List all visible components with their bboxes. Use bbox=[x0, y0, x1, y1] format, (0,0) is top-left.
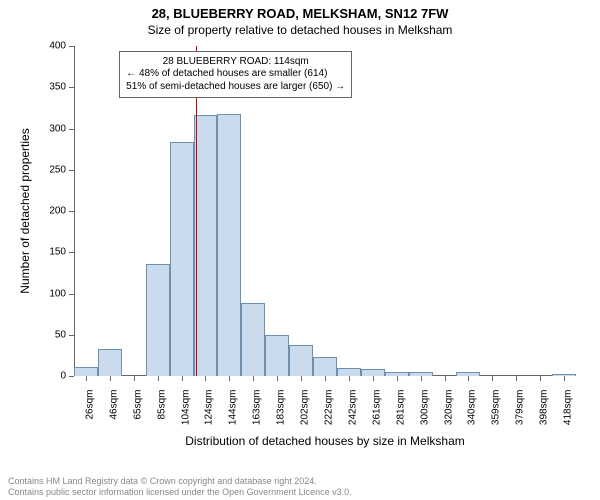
histogram-bar bbox=[313, 357, 337, 376]
x-tick bbox=[397, 376, 398, 381]
x-tick-label: 340sqm bbox=[467, 390, 478, 450]
annotation-box: 28 BLUEBERRY ROAD: 114sqm← 48% of detach… bbox=[119, 51, 352, 99]
footer-line: Contains HM Land Registry data © Crown c… bbox=[8, 476, 600, 487]
y-tick bbox=[69, 129, 74, 130]
x-tick bbox=[205, 376, 206, 381]
annotation-line: 28 BLUEBERRY ROAD: 114sqm bbox=[126, 56, 345, 69]
x-tick-label: 46sqm bbox=[108, 390, 119, 450]
x-tick bbox=[492, 376, 493, 381]
x-tick-label: 85sqm bbox=[156, 390, 167, 450]
chart-container: 28, BLUEBERRY ROAD, MELKSHAM, SN12 7FW S… bbox=[0, 0, 600, 500]
x-tick bbox=[253, 376, 254, 381]
chart-title: 28, BLUEBERRY ROAD, MELKSHAM, SN12 7FW bbox=[0, 0, 600, 21]
y-tick-label: 50 bbox=[26, 329, 66, 340]
histogram-bar bbox=[74, 367, 98, 376]
x-tick-label: 26sqm bbox=[84, 390, 95, 450]
y-tick bbox=[69, 46, 74, 47]
y-tick bbox=[69, 335, 74, 336]
histogram-bar bbox=[98, 349, 122, 376]
x-tick-label: 379sqm bbox=[515, 390, 526, 450]
y-tick-label: 0 bbox=[26, 371, 66, 382]
x-tick bbox=[229, 376, 230, 381]
histogram-bar bbox=[265, 335, 289, 376]
histogram-bar bbox=[170, 142, 194, 376]
footer-line: Contains public sector information licen… bbox=[8, 487, 600, 498]
y-axis bbox=[74, 46, 75, 376]
histogram-bar bbox=[217, 114, 241, 376]
histogram-bar bbox=[194, 115, 218, 376]
x-tick-label: 65sqm bbox=[132, 390, 143, 450]
y-tick-label: 100 bbox=[26, 288, 66, 299]
x-tick-label: 398sqm bbox=[539, 390, 550, 450]
x-tick bbox=[301, 376, 302, 381]
x-tick bbox=[445, 376, 446, 381]
histogram-bar bbox=[361, 369, 385, 376]
y-tick bbox=[69, 170, 74, 171]
histogram-bar bbox=[337, 368, 361, 376]
y-tick-label: 350 bbox=[26, 82, 66, 93]
y-tick-label: 250 bbox=[26, 164, 66, 175]
histogram-bar bbox=[146, 264, 170, 376]
x-tick bbox=[421, 376, 422, 381]
plot-area: 05010015020025030035040026sqm46sqm65sqm8… bbox=[74, 46, 576, 376]
x-axis-title: Distribution of detached houses by size … bbox=[185, 434, 464, 448]
x-tick bbox=[468, 376, 469, 381]
y-tick-label: 150 bbox=[26, 247, 66, 258]
x-tick bbox=[540, 376, 541, 381]
footer-attribution: Contains HM Land Registry data © Crown c… bbox=[0, 476, 600, 498]
y-tick-label: 300 bbox=[26, 123, 66, 134]
y-tick-label: 200 bbox=[26, 206, 66, 217]
y-tick-label: 400 bbox=[26, 41, 66, 52]
chart-subtitle: Size of property relative to detached ho… bbox=[0, 21, 600, 37]
x-tick bbox=[373, 376, 374, 381]
x-tick bbox=[158, 376, 159, 381]
x-tick bbox=[110, 376, 111, 381]
x-tick-label: 418sqm bbox=[563, 390, 574, 450]
histogram-bar bbox=[241, 303, 265, 376]
y-tick bbox=[69, 252, 74, 253]
y-tick bbox=[69, 294, 74, 295]
annotation-line: ← 48% of detached houses are smaller (61… bbox=[126, 68, 345, 81]
x-tick bbox=[349, 376, 350, 381]
x-tick bbox=[86, 376, 87, 381]
x-tick bbox=[516, 376, 517, 381]
annotation-line: 51% of semi-detached houses are larger (… bbox=[126, 81, 345, 94]
x-tick bbox=[134, 376, 135, 381]
x-tick bbox=[277, 376, 278, 381]
y-tick bbox=[69, 211, 74, 212]
x-tick bbox=[564, 376, 565, 381]
histogram-bar bbox=[289, 345, 313, 376]
x-tick bbox=[182, 376, 183, 381]
y-tick bbox=[69, 376, 74, 377]
x-tick-label: 359sqm bbox=[491, 390, 502, 450]
x-tick bbox=[325, 376, 326, 381]
y-tick bbox=[69, 87, 74, 88]
y-axis-title: Number of detached properties bbox=[18, 128, 32, 293]
